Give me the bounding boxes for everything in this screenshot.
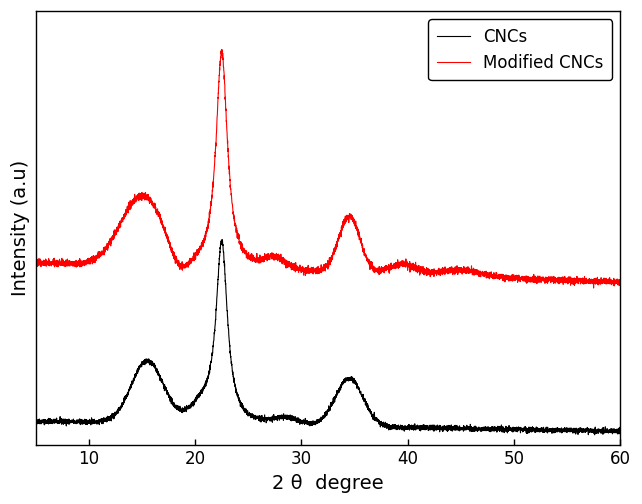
CNCs [218, 236, 226, 242]
CNCs [412, 424, 420, 430]
X-axis label: 2 θ  degree: 2 θ degree [272, 474, 384, 493]
Modified CNCs [138, 190, 146, 196]
Modified CNCs [616, 278, 624, 284]
Modified CNCs [32, 261, 40, 267]
Modified CNCs [383, 263, 390, 269]
Modified CNCs [218, 46, 226, 52]
Line: Modified CNCs: Modified CNCs [36, 49, 620, 288]
CNCs [256, 413, 263, 419]
CNCs [383, 423, 390, 429]
Modified CNCs [256, 254, 263, 260]
Legend: CNCs, Modified CNCs: CNCs, Modified CNCs [428, 20, 612, 81]
CNCs [32, 418, 40, 424]
Y-axis label: Intensity (a.u): Intensity (a.u) [11, 160, 30, 296]
CNCs [591, 432, 598, 438]
Modified CNCs [468, 269, 476, 275]
Modified CNCs [590, 285, 598, 291]
Line: CNCs: CNCs [36, 239, 620, 435]
Modified CNCs [513, 275, 521, 281]
CNCs [138, 361, 146, 367]
CNCs [468, 426, 476, 432]
CNCs [616, 429, 624, 435]
Modified CNCs [412, 269, 420, 275]
CNCs [513, 427, 521, 433]
